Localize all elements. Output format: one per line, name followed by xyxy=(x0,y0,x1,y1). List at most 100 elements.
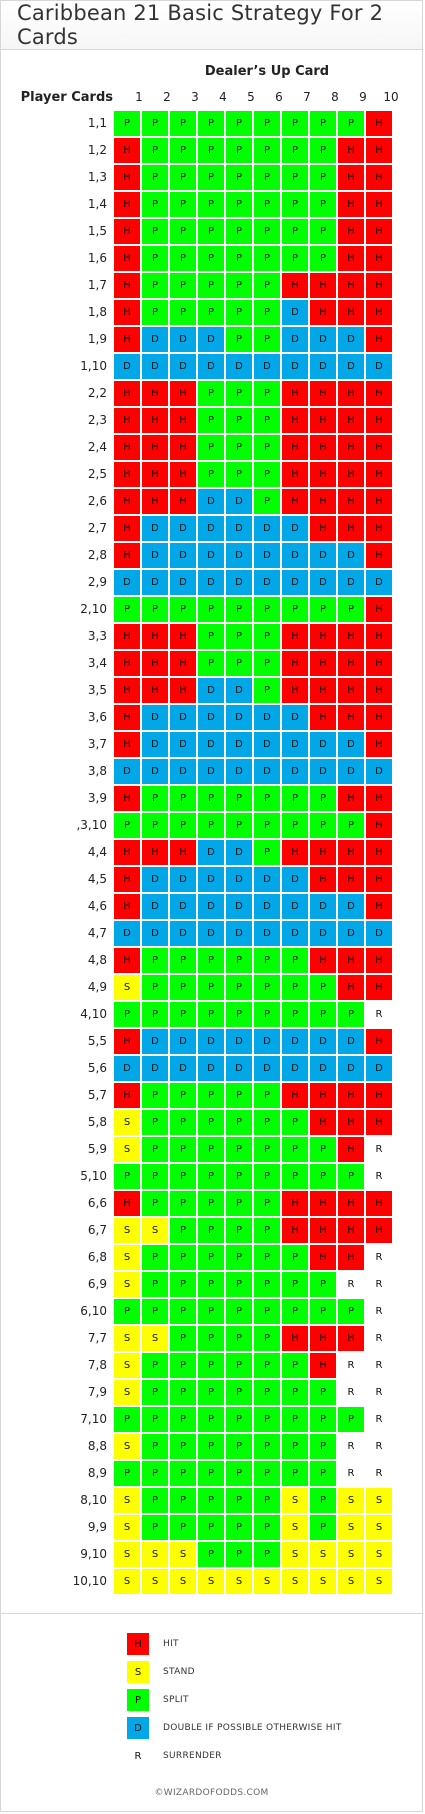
strategy-cell: H xyxy=(365,434,393,461)
strategy-cell: P xyxy=(141,1271,169,1298)
strategy-row: 6,10 P P P P P P P P P R xyxy=(7,1298,393,1325)
player-hand-label: 7,7 xyxy=(87,1331,107,1345)
strategy-cell: S xyxy=(113,1136,141,1163)
strategy-cell: P xyxy=(197,1379,225,1406)
strategy-cell: P xyxy=(281,974,309,1001)
strategy-cell: P xyxy=(309,1298,337,1325)
strategy-cell: P xyxy=(281,1433,309,1460)
strategy-cell: H xyxy=(365,1028,393,1055)
strategy-cell: D xyxy=(141,731,169,758)
strategy-cell: P xyxy=(141,137,169,164)
legend-item: P SPLIT xyxy=(127,1686,342,1714)
strategy-cell: D xyxy=(141,704,169,731)
strategy-cell: R xyxy=(337,1379,365,1406)
strategy-cell: D xyxy=(337,758,365,785)
strategy-cell: P xyxy=(141,785,169,812)
strategy-cell: D xyxy=(309,758,337,785)
strategy-row: ,3,10 P P P P P P P P P H xyxy=(7,812,393,839)
strategy-cell: P xyxy=(253,974,281,1001)
strategy-cell: H xyxy=(337,191,365,218)
strategy-cell: P xyxy=(141,1406,169,1433)
strategy-cell: D xyxy=(253,1028,281,1055)
strategy-cell: D xyxy=(365,353,393,380)
strategy-cell: D xyxy=(141,758,169,785)
legend-swatch: H xyxy=(127,1633,149,1655)
strategy-cell: D xyxy=(197,1055,225,1082)
strategy-cell: D xyxy=(197,866,225,893)
strategy-cell: P xyxy=(197,299,225,326)
strategy-cell: P xyxy=(253,596,281,623)
player-hand-label: 6,6 xyxy=(87,1196,107,1210)
strategy-cell: D xyxy=(113,920,141,947)
legend-swatch: S xyxy=(127,1661,149,1683)
strategy-cell: P xyxy=(253,1082,281,1109)
strategy-cell: P xyxy=(253,1433,281,1460)
strategy-cell: P xyxy=(281,1136,309,1163)
strategy-cell: R xyxy=(365,1163,393,1190)
strategy-cell: P xyxy=(197,1217,225,1244)
strategy-cell: P xyxy=(225,1244,253,1271)
strategy-cell: P xyxy=(141,1460,169,1487)
player-hand-label: 3,3 xyxy=(87,629,107,643)
strategy-cell: D xyxy=(197,758,225,785)
strategy-cell: P xyxy=(113,1163,141,1190)
strategy-cell: S xyxy=(337,1514,365,1541)
strategy-cell: H xyxy=(113,515,141,542)
strategy-cell: D xyxy=(253,731,281,758)
strategy-cell: P xyxy=(197,1460,225,1487)
strategy-cell: H xyxy=(337,299,365,326)
strategy-cell: D xyxy=(281,704,309,731)
strategy-cell: D xyxy=(365,569,393,596)
strategy-cell: P xyxy=(225,434,253,461)
strategy-cell: H xyxy=(365,812,393,839)
strategy-row: 2,7 H D D D D D D H H H xyxy=(7,515,393,542)
strategy-cell: P xyxy=(197,1487,225,1514)
strategy-cell: D xyxy=(197,677,225,704)
strategy-cell: P xyxy=(281,1352,309,1379)
strategy-row: 1,8 H P P P P P D H H H xyxy=(7,299,393,326)
strategy-cell: H xyxy=(113,704,141,731)
strategy-cell: P xyxy=(197,650,225,677)
legend: H HIT S STAND P SPLIT D DOUBLE IF POSSIBLE OTHE… xyxy=(127,1630,342,1770)
strategy-cell: P xyxy=(197,1433,225,1460)
strategy-cell: P xyxy=(141,110,169,137)
strategy-cell: P xyxy=(225,407,253,434)
strategy-cell: R xyxy=(365,1379,393,1406)
strategy-cell: P xyxy=(337,1001,365,1028)
strategy-cell: H xyxy=(337,785,365,812)
strategy-cell: H xyxy=(141,488,169,515)
strategy-cell: P xyxy=(253,1514,281,1541)
strategy-cell: R xyxy=(365,1001,393,1028)
strategy-cell: S xyxy=(113,1271,141,1298)
strategy-cell: P xyxy=(225,1217,253,1244)
strategy-cell: P xyxy=(113,110,141,137)
player-hand-label: 5,10 xyxy=(80,1169,107,1183)
strategy-cell: H xyxy=(141,461,169,488)
strategy-row: 1,10 D D D D D D D D D D xyxy=(7,353,393,380)
player-hand-label: 1,4 xyxy=(87,197,107,211)
strategy-cell: S xyxy=(113,1487,141,1514)
strategy-cell: P xyxy=(169,1217,197,1244)
strategy-cell: P xyxy=(141,245,169,272)
strategy-cell: H xyxy=(337,407,365,434)
player-hand-label: 4,5 xyxy=(87,872,107,886)
strategy-cell: H xyxy=(113,677,141,704)
strategy-cell: H xyxy=(337,245,365,272)
player-hand-label: 9,9 xyxy=(87,1520,107,1534)
strategy-cell: P xyxy=(197,812,225,839)
strategy-cell: P xyxy=(141,596,169,623)
strategy-cell: P xyxy=(169,1325,197,1352)
strategy-cell: P xyxy=(197,1244,225,1271)
strategy-cell: D xyxy=(281,353,309,380)
strategy-cell: D xyxy=(141,920,169,947)
strategy-row: 5,9 S P P P P P P P H R xyxy=(7,1136,393,1163)
strategy-row: 1,5 H P P P P P P P H H xyxy=(7,218,393,245)
strategy-cell: S xyxy=(309,1568,337,1595)
dealer-card-header: 10 xyxy=(383,90,399,104)
strategy-cell: P xyxy=(253,1325,281,1352)
strategy-cell: P xyxy=(253,1541,281,1568)
strategy-cell: D xyxy=(197,704,225,731)
strategy-cell: D xyxy=(309,326,337,353)
strategy-cell: P xyxy=(169,1109,197,1136)
legend-label: HIT xyxy=(163,1639,179,1649)
